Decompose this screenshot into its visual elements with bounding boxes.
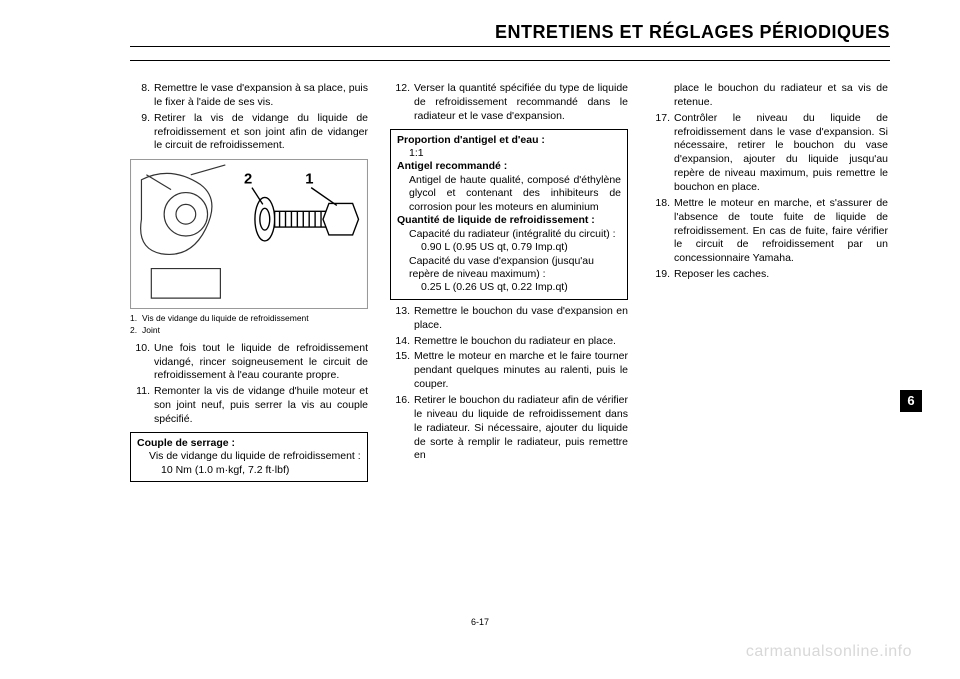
- drain-bolt-figure: 2 1: [130, 159, 368, 309]
- list-item: 17. Contrôler le niveau du liquide de re…: [650, 112, 888, 195]
- spec-title: Proportion d'antigel et d'eau :: [397, 134, 621, 147]
- header-rule-bottom: [130, 60, 890, 61]
- item-number: 18.: [650, 197, 674, 266]
- item-text: Remettre le vase d'expansion à sa place,…: [154, 82, 368, 110]
- list-item: 9. Retirer la vis de vidange du liquide …: [130, 112, 368, 154]
- list-item: 14. Remettre le bouchon du radiateur en …: [390, 335, 628, 349]
- svg-text:1: 1: [305, 172, 313, 188]
- caption-number: 2.: [130, 325, 142, 335]
- item-text: place le bouchon du radiateur et sa vis …: [674, 82, 888, 110]
- list-item: 19. Reposer les caches.: [650, 268, 888, 282]
- torque-spec-box: Couple de serrage : Vis de vidange du li…: [130, 432, 368, 482]
- spec-line: Capacité du radiateur (intégralité du ci…: [397, 228, 621, 241]
- header-rule-top: [130, 46, 890, 47]
- spec-line: Vis de vidange du liquide de refroidisse…: [137, 450, 361, 463]
- spec-title: Quantité de liquide de refroidissement :: [397, 214, 621, 227]
- list-item: 16. Retirer le bouchon du radiateur afin…: [390, 394, 628, 463]
- item-number: 14.: [390, 335, 414, 349]
- column-2: 12. Verser la quantité spécifiée du type…: [390, 82, 628, 487]
- item-text: Remettre le bouchon du vase d'expansion …: [414, 305, 628, 333]
- svg-text:2: 2: [244, 172, 252, 188]
- spec-value: Antigel de haute qualité, composé d'éthy…: [397, 174, 621, 214]
- list-item: 11. Remonter la vis de vidange d'huile m…: [130, 385, 368, 427]
- item-text: Remonter la vis de vidange d'huile moteu…: [154, 385, 368, 427]
- chapter-tab: 6: [900, 390, 922, 412]
- item-number: 10.: [130, 342, 154, 384]
- caption-number: 1.: [130, 313, 142, 323]
- spec-line: Capacité du vase d'expansion (jusqu'au r…: [397, 255, 621, 282]
- column-3: place le bouchon du radiateur et sa vis …: [650, 82, 888, 487]
- figure-caption: 1. Vis de vidange du liquide de refroidi…: [130, 313, 368, 335]
- item-text: Retirer la vis de vidange du liquide de …: [154, 112, 368, 154]
- content-columns: 8. Remettre le vase d'expansion à sa pla…: [130, 82, 890, 487]
- item-text: Retirer le bouchon du radiateur afin de …: [414, 394, 628, 463]
- item-text: Verser la quantité spécifiée du type de …: [414, 82, 628, 124]
- spec-value: 1:1: [397, 147, 621, 160]
- item-number: 19.: [650, 268, 674, 282]
- item-number: 17.: [650, 112, 674, 195]
- page-number: 6-17: [0, 617, 960, 627]
- spec-value: 10 Nm (1.0 m·kgf, 7.2 ft·lbf): [137, 464, 361, 477]
- list-item: place le bouchon du radiateur et sa vis …: [650, 82, 888, 110]
- coolant-spec-box: Proportion d'antigel et d'eau : 1:1 Anti…: [390, 129, 628, 300]
- caption-item: 2. Joint: [130, 325, 368, 335]
- item-number: 12.: [390, 82, 414, 124]
- caption-text: Joint: [142, 325, 160, 335]
- item-text: Une fois tout le liquide de refroidissem…: [154, 342, 368, 384]
- caption-text: Vis de vidange du liquide de refroidisse…: [142, 313, 309, 323]
- page-title: ENTRETIENS ET RÉGLAGES PÉRIODIQUES: [495, 22, 890, 43]
- item-number: 15.: [390, 350, 414, 392]
- caption-item: 1. Vis de vidange du liquide de refroidi…: [130, 313, 368, 323]
- list-item: 8. Remettre le vase d'expansion à sa pla…: [130, 82, 368, 110]
- list-item: 10. Une fois tout le liquide de refroidi…: [130, 342, 368, 384]
- item-number: 8.: [130, 82, 154, 110]
- list-item: 18. Mettre le moteur en marche, et s'ass…: [650, 197, 888, 266]
- item-number: [650, 82, 674, 110]
- list-item: 15. Mettre le moteur en marche et le fai…: [390, 350, 628, 392]
- spec-title: Antigel recommandé :: [397, 160, 621, 173]
- item-text: Remettre le bouchon du radiateur en plac…: [414, 335, 628, 349]
- watermark: carmanualsonline.info: [746, 643, 912, 661]
- item-text: Mettre le moteur en marche et le faire t…: [414, 350, 628, 392]
- list-item: 12. Verser la quantité spécifiée du type…: [390, 82, 628, 124]
- item-text: Reposer les caches.: [674, 268, 888, 282]
- list-item: 13. Remettre le bouchon du vase d'expans…: [390, 305, 628, 333]
- column-1: 8. Remettre le vase d'expansion à sa pla…: [130, 82, 368, 487]
- spec-value: 0.25 L (0.26 US qt, 0.22 Imp.qt): [397, 281, 621, 294]
- manual-page: ENTRETIENS ET RÉGLAGES PÉRIODIQUES 8. Re…: [0, 0, 960, 679]
- item-text: Mettre le moteur en marche, et s'assurer…: [674, 197, 888, 266]
- spec-title: Couple de serrage :: [137, 437, 361, 450]
- item-number: 13.: [390, 305, 414, 333]
- item-number: 9.: [130, 112, 154, 154]
- item-number: 11.: [130, 385, 154, 427]
- item-text: Contrôler le niveau du liquide de refroi…: [674, 112, 888, 195]
- item-number: 16.: [390, 394, 414, 463]
- spec-value: 0.90 L (0.95 US qt, 0.79 Imp.qt): [397, 241, 621, 254]
